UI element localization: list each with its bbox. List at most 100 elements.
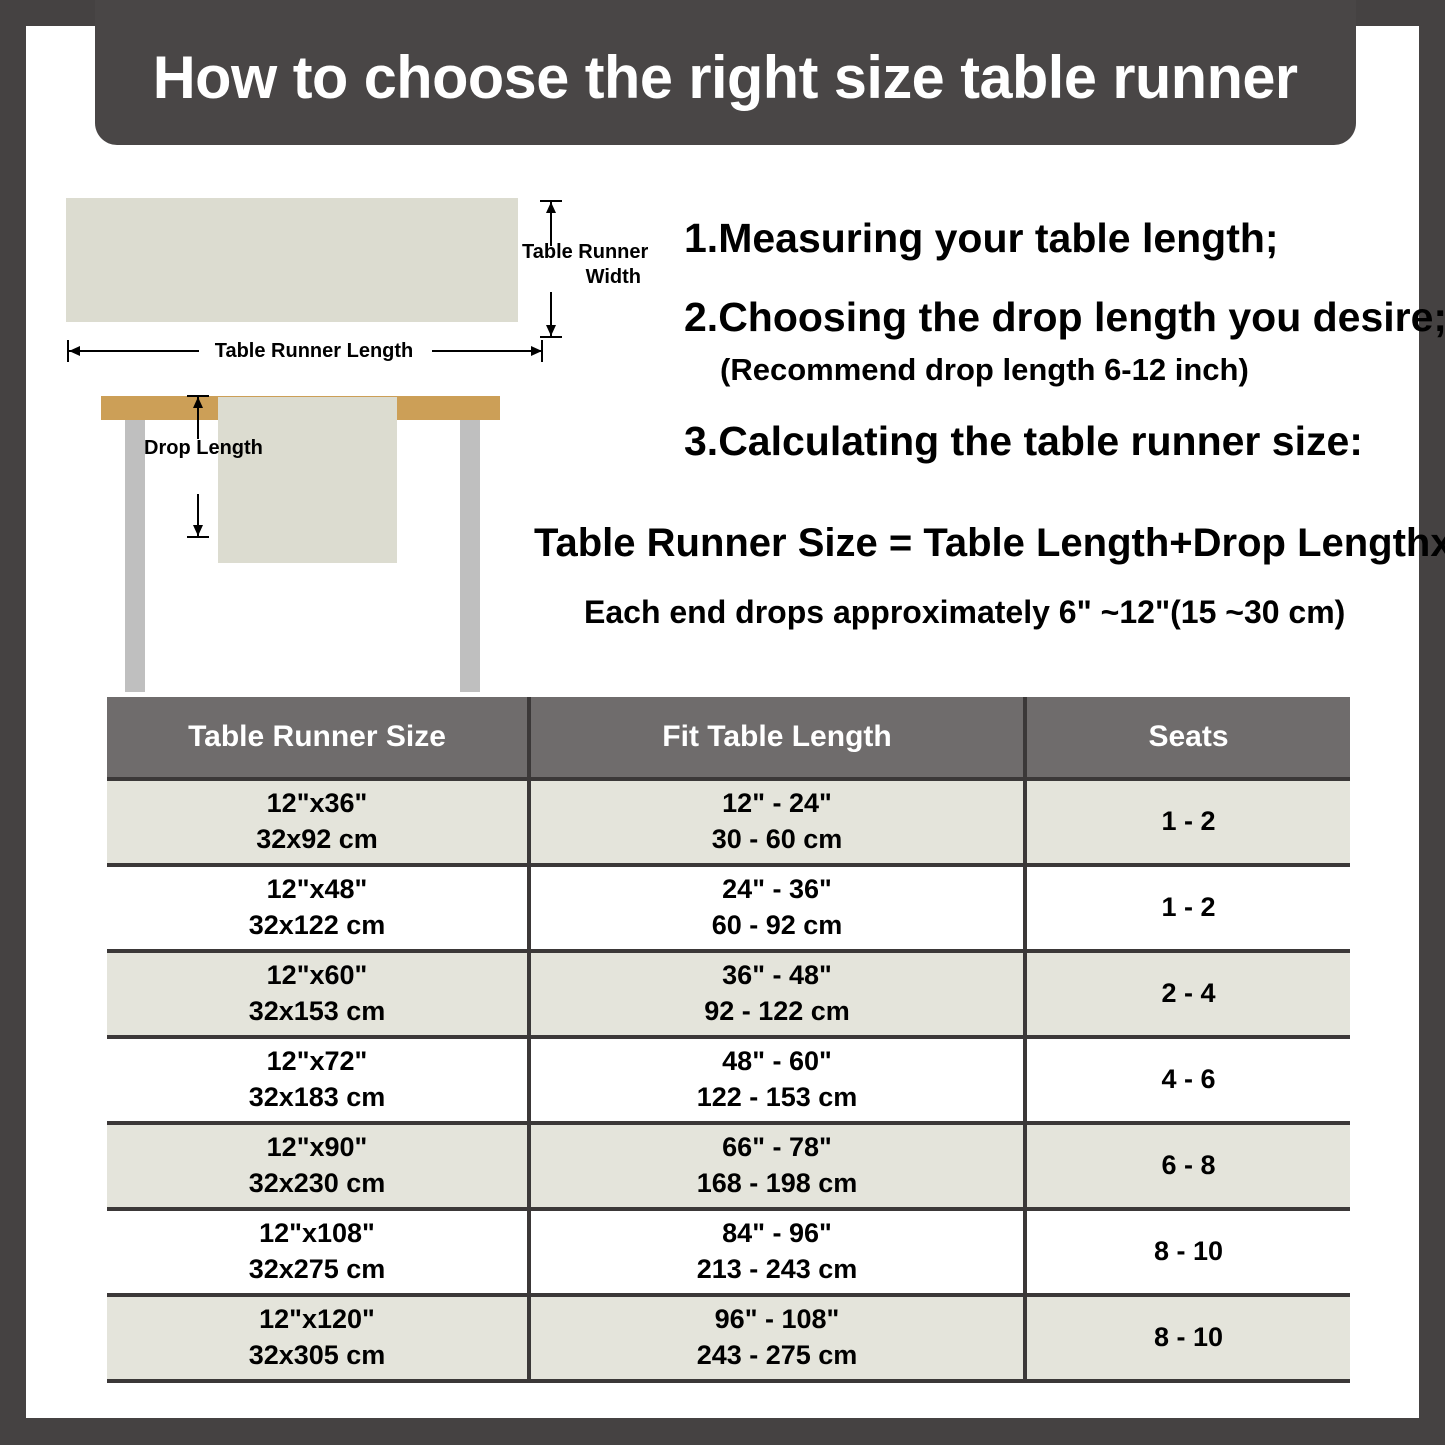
drop-dimension-line-top [197, 397, 199, 439]
page-title: How to choose the right size table runne… [153, 43, 1298, 111]
cell-runner-size: 12"x108" 32x275 cm [107, 1207, 529, 1297]
size-chart-table: Table Runner Size Fit Table Length Seats… [107, 697, 1350, 1383]
width-dimension-cap-bottom [540, 336, 562, 338]
cell-seats: 1 - 2 [1023, 863, 1350, 953]
drop-length-label-line2: Length [196, 437, 263, 459]
runner-size-cm: 32x305 cm [248, 1340, 386, 1370]
instruction-step-2-note: (Recommend drop length 6-12 inch) [720, 352, 1249, 387]
table-row: 12"x36" 32x92 cm 12" - 24" 30 - 60 cm 1 - 2 [107, 777, 1350, 867]
cell-fit-table-length: 12" - 24" 30 - 60 cm [527, 777, 1025, 867]
instruction-step-3: 3.Calculating the table runner size: [684, 418, 1363, 464]
runner-width-label: Table Runner Width [522, 240, 649, 290]
poster-canvas: How to choose the right size table runne… [26, 0, 1445, 1418]
width-dimension-line-bottom [550, 292, 552, 336]
runner-width-label-line1: Table Runner [522, 241, 649, 263]
runner-size-inches: 12"x120" [259, 1304, 375, 1335]
cell-seats: 8 - 10 [1023, 1293, 1350, 1383]
fit-length-cm: 213 - 243 cm [696, 1254, 858, 1284]
width-dimension-cap-top [540, 200, 562, 202]
cell-runner-size: 12"x72" 32x183 cm [107, 1035, 529, 1125]
fit-length-inches: 66" - 78" [722, 1132, 832, 1163]
title-banner: How to choose the right size table runne… [95, 0, 1356, 145]
width-dimension-line-top [550, 202, 552, 246]
runner-size-inches: 12"x90" [266, 1132, 368, 1163]
fit-length-cm: 122 - 153 cm [696, 1082, 858, 1112]
runner-size-cm: 32x183 cm [248, 1082, 386, 1112]
tabletop-left-segment [101, 396, 223, 420]
runner-size-formula: Table Runner Size = Table Length+Drop Le… [534, 521, 1445, 565]
table-header-row: Table Runner Size Fit Table Length Seats [107, 697, 1350, 781]
column-header-runner-size: Table Runner Size [107, 697, 529, 781]
instruction-step-2: 2.Choosing the drop length you desire; [684, 294, 1445, 340]
table-row: 12"x108" 32x275 cm 84" - 96" 213 - 243 cm 8 … [107, 1207, 1350, 1297]
width-arrow-down-icon [546, 325, 556, 336]
table-row: 12"x90" 32x230 cm 66" - 78" 168 - 198 cm 6 -… [107, 1121, 1350, 1211]
runner-size-cm: 32x122 cm [248, 910, 386, 940]
table-leg-right [460, 420, 480, 692]
fit-length-cm: 168 - 198 cm [696, 1168, 858, 1198]
fit-length-inches: 12" - 24" [722, 788, 832, 819]
runner-size-inches: 12"x72" [266, 1046, 368, 1077]
drop-length-label-line1: Drop [144, 437, 191, 459]
length-dimension-cap-right [541, 340, 543, 362]
table-row: 12"x48" 32x122 cm 24" - 36" 60 - 92 cm 1 - 2 [107, 863, 1350, 953]
fit-length-cm: 30 - 60 cm [711, 824, 843, 854]
flat-runner-shape [66, 198, 518, 322]
draped-runner-shape [218, 397, 397, 563]
runner-size-cm: 32x275 cm [248, 1254, 386, 1284]
table-row: 12"x72" 32x183 cm 48" - 60" 122 - 153 cm 4 -… [107, 1035, 1350, 1125]
length-dimension-line-right [432, 350, 542, 352]
fit-length-inches: 84" - 96" [722, 1218, 832, 1249]
fit-length-inches: 36" - 48" [722, 960, 832, 991]
cell-seats: 4 - 6 [1023, 1035, 1350, 1125]
cell-runner-size: 12"x90" 32x230 cm [107, 1121, 529, 1211]
drop-dimension-cap-top [187, 395, 209, 397]
runner-size-cm: 32x230 cm [248, 1168, 386, 1198]
cell-seats: 8 - 10 [1023, 1207, 1350, 1297]
table-leg-left [125, 420, 145, 692]
cell-fit-table-length: 66" - 78" 168 - 198 cm [527, 1121, 1025, 1211]
fit-length-cm: 92 - 122 cm [704, 996, 850, 1026]
fit-length-inches: 48" - 60" [722, 1046, 832, 1077]
runner-size-inches: 12"x108" [259, 1218, 375, 1249]
drop-range-note: Each end drops approximately 6" ~12"(15 … [584, 594, 1346, 630]
runner-size-inches: 12"x48" [266, 874, 368, 905]
fit-length-cm: 243 - 275 cm [696, 1340, 858, 1370]
cell-seats: 6 - 8 [1023, 1121, 1350, 1211]
runner-size-inches: 12"x60" [266, 960, 368, 991]
length-dimension-line-left [69, 350, 199, 352]
cell-runner-size: 12"x48" 32x122 cm [107, 863, 529, 953]
fit-length-inches: 24" - 36" [722, 874, 832, 905]
runner-size-cm: 32x92 cm [256, 824, 378, 854]
length-arrow-right-icon [531, 346, 542, 356]
drop-dimension-cap-bottom [187, 536, 209, 538]
instruction-step-1: 1.Measuring your table length; [684, 215, 1279, 261]
length-dimension-cap-left [67, 340, 69, 362]
table-row: 12"x120" 32x305 cm 96" - 108" 243 - 275 cm 8… [107, 1293, 1350, 1383]
column-header-fit-table-length: Fit Table Length [527, 697, 1025, 781]
runner-size-cm: 32x153 cm [248, 996, 386, 1026]
table-row: 12"x60" 32x153 cm 36" - 48" 92 - 122 cm 2 - … [107, 949, 1350, 1039]
drop-dimension-line-bottom [197, 494, 199, 536]
cell-runner-size: 12"x36" 32x92 cm [107, 777, 529, 867]
cell-fit-table-length: 24" - 36" 60 - 92 cm [527, 863, 1025, 953]
fit-length-cm: 60 - 92 cm [711, 910, 843, 940]
cell-fit-table-length: 84" - 96" 213 - 243 cm [527, 1207, 1025, 1297]
cell-seats: 2 - 4 [1023, 949, 1350, 1039]
fit-length-inches: 96" - 108" [714, 1304, 840, 1335]
tabletop-right-segment [394, 396, 500, 420]
drop-length-label: Drop Length [144, 436, 263, 461]
runner-size-inches: 12"x36" [266, 788, 368, 819]
cell-fit-table-length: 96" - 108" 243 - 275 cm [527, 1293, 1025, 1383]
drop-arrow-down-icon [193, 525, 203, 536]
cell-fit-table-length: 48" - 60" 122 - 153 cm [527, 1035, 1025, 1125]
column-header-seats: Seats [1023, 697, 1350, 781]
cell-runner-size: 12"x60" 32x153 cm [107, 949, 529, 1039]
cell-fit-table-length: 36" - 48" 92 - 122 cm [527, 949, 1025, 1039]
runner-length-label: Table Runner Length [214, 340, 414, 362]
runner-width-label-line2: Width [585, 266, 641, 288]
cell-runner-size: 12"x120" 32x305 cm [107, 1293, 529, 1383]
cell-seats: 1 - 2 [1023, 777, 1350, 867]
